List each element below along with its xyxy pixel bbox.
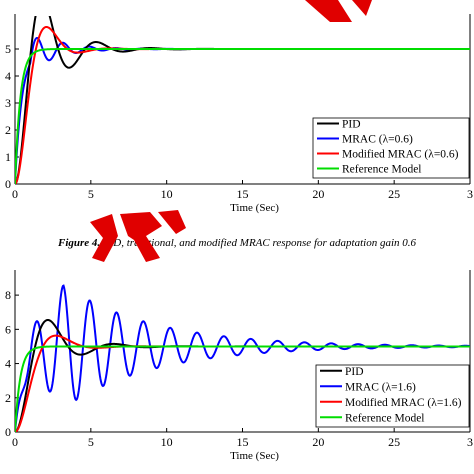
x-tick-label: 25	[388, 187, 400, 201]
legend-label-3: Reference Model	[345, 412, 425, 424]
y-tick-label: 2	[5, 123, 11, 137]
x-tick-label: 5	[88, 187, 94, 201]
x-tick-label: 15	[237, 187, 249, 201]
series-line-3	[15, 48, 470, 184]
legend-label-2: Modified MRAC (λ=1.6)	[345, 397, 462, 409]
legend-label-0: PID	[345, 366, 364, 378]
y-tick-label: 4	[5, 69, 11, 83]
legend-label-3: Reference Model	[342, 164, 422, 176]
x-tick-label: 10	[161, 187, 173, 201]
legend-label-1: MRAC (λ=1.6)	[345, 381, 416, 393]
watermark-logo	[90, 0, 372, 262]
y-tick-label: 6	[5, 322, 11, 336]
legend-label-1: MRAC (λ=0.6)	[342, 134, 413, 146]
y-tick-label: 3	[5, 96, 11, 110]
legend-label-2: Modified MRAC (λ=0.6)	[342, 149, 459, 161]
figure-caption: Figure 4. PID, traditional, and modified…	[57, 237, 417, 249]
x-tick-label: 10	[161, 435, 173, 449]
y-tick-label: 8	[5, 288, 11, 302]
x-tick-label: 3	[467, 187, 473, 201]
figure-caption-text: PID, traditional, and modified MRAC resp…	[100, 237, 416, 249]
x-tick-label: 5	[88, 435, 94, 449]
x-axis-label: Time (Sec)	[230, 450, 279, 462]
y-tick-label: 0	[5, 425, 11, 439]
figure-caption-label: Figure 4.	[57, 237, 100, 249]
legend-label-0: PID	[342, 119, 361, 131]
y-tick-label: 1	[5, 150, 11, 164]
x-tick-label: 0	[12, 435, 18, 449]
x-tick-label: 20	[312, 435, 324, 449]
y-tick-label: 2	[5, 391, 11, 405]
y-tick-label: 5	[5, 42, 11, 56]
x-axis-label: Time (Sec)	[230, 202, 279, 214]
x-tick-label: 20	[312, 187, 324, 201]
y-tick-label: 4	[5, 357, 11, 371]
x-tick-label: 15	[237, 435, 249, 449]
y-tick-label: 0	[5, 177, 11, 191]
x-tick-label: 0	[12, 187, 18, 201]
x-tick-label: 3	[467, 435, 473, 449]
series-line-3	[15, 345, 470, 432]
x-tick-label: 25	[388, 435, 400, 449]
